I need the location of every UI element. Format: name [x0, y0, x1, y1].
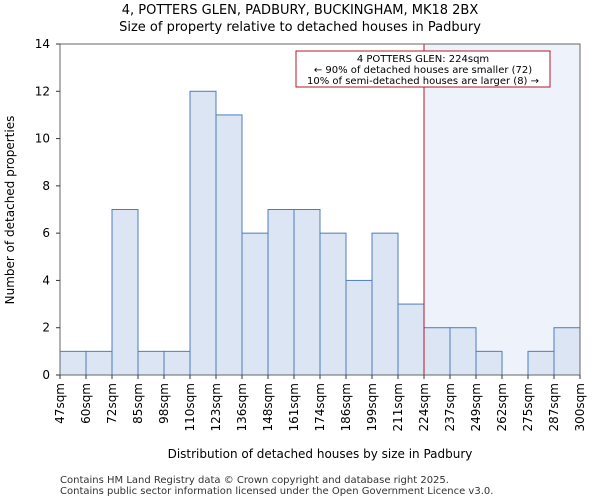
x-tick-label: 148sqm	[261, 383, 275, 431]
x-tick-label: 300sqm	[573, 383, 587, 431]
bar	[85, 350, 113, 376]
y-tick-label: 4	[42, 273, 50, 287]
x-tick-label: 174sqm	[313, 383, 327, 431]
bar	[527, 350, 555, 376]
x-tick-label: 262sqm	[495, 383, 509, 431]
x-tick-label: 186sqm	[339, 383, 353, 431]
bar	[189, 90, 217, 376]
x-axis-label: Distribution of detached houses by size …	[168, 447, 473, 461]
bar	[241, 232, 269, 376]
y-tick-label: 14	[35, 37, 50, 51]
y-tick-label: 6	[42, 226, 50, 240]
x-tick-label: 72sqm	[105, 383, 119, 424]
x-tick-label: 161sqm	[287, 383, 301, 431]
x-tick-label: 110sqm	[183, 383, 197, 431]
chart-title: 4, POTTERS GLEN, PADBURY, BUCKINGHAM, MK…	[122, 3, 479, 18]
footer-line-2: Contains public sector information licen…	[60, 486, 493, 497]
bars-group	[59, 90, 581, 376]
bar	[293, 209, 321, 376]
x-tick-label: 136sqm	[235, 383, 249, 431]
chart-subtitle: Size of property relative to detached ho…	[119, 20, 481, 35]
highlight-region	[424, 44, 580, 375]
x-tick-label: 275sqm	[521, 383, 535, 431]
y-tick-label: 10	[35, 132, 50, 146]
x-tick-label: 237sqm	[443, 383, 457, 431]
bar	[137, 350, 165, 376]
y-tick-label: 2	[42, 321, 50, 335]
x-tick-label: 287sqm	[547, 383, 561, 431]
x-tick-label: 85sqm	[131, 383, 145, 424]
y-tick-label: 0	[42, 368, 50, 382]
x-tick-label: 98sqm	[157, 383, 171, 424]
x-tick-label: 224sqm	[417, 383, 431, 431]
annotation-box	[295, 50, 551, 88]
bar	[423, 327, 451, 376]
bar	[111, 209, 139, 376]
bar	[475, 350, 503, 376]
y-axis: 0 2 4 6 8 10 12 14	[35, 37, 60, 382]
bar	[267, 209, 295, 376]
bar	[215, 114, 243, 376]
annotation-line-1: 4 POTTERS GLEN: 224sqm	[357, 54, 489, 65]
x-tick-label: 47sqm	[53, 383, 67, 424]
x-tick-label: 60sqm	[79, 383, 93, 424]
bar	[319, 232, 347, 376]
footer-line-1: Contains HM Land Registry data © Crown c…	[60, 475, 449, 486]
bar	[59, 350, 87, 376]
bar	[449, 327, 477, 376]
x-tick-label: 123sqm	[209, 383, 223, 431]
x-tick-label: 211sqm	[391, 383, 405, 431]
x-axis: 47sqm 60sqm 72sqm 85sqm 98sqm 110sqm 123sqm 136…	[53, 375, 587, 431]
bar	[553, 327, 581, 376]
y-tick-label: 12	[35, 84, 50, 98]
bar	[371, 232, 399, 376]
y-tick-label: 8	[42, 179, 50, 193]
bar	[163, 350, 191, 376]
bar	[397, 303, 425, 376]
bar	[345, 279, 373, 376]
annotation-line-3: 10% of semi-detached houses are larger (…	[307, 76, 539, 87]
annotation-line-2: ← 90% of detached houses are smaller (72…	[314, 65, 532, 76]
x-tick-label: 249sqm	[469, 383, 483, 431]
x-tick-label: 199sqm	[365, 383, 379, 431]
y-axis-label: Number of detached properties	[3, 116, 17, 305]
